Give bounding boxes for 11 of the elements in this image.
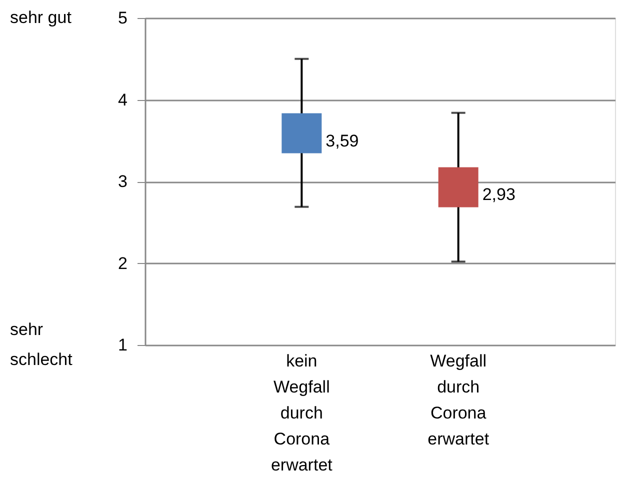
x-tick-label: Wegfall durch Corona erwartet [428, 352, 490, 448]
data-label: 3,59 [326, 131, 359, 150]
text: sehr schlecht [10, 320, 73, 369]
y-tick-label: 1 [118, 336, 128, 354]
y-tick-label: 2 [118, 254, 128, 273]
y-tick-label: 3 [118, 172, 128, 191]
x-tick-label: kein Wegfall durch Corona erwartet [270, 352, 333, 474]
y-tick-label: 5 [118, 8, 128, 28]
data-label: 2,93 [482, 185, 516, 204]
y-tick-label: 4 [118, 90, 128, 110]
text: sehr gut [10, 8, 72, 27]
